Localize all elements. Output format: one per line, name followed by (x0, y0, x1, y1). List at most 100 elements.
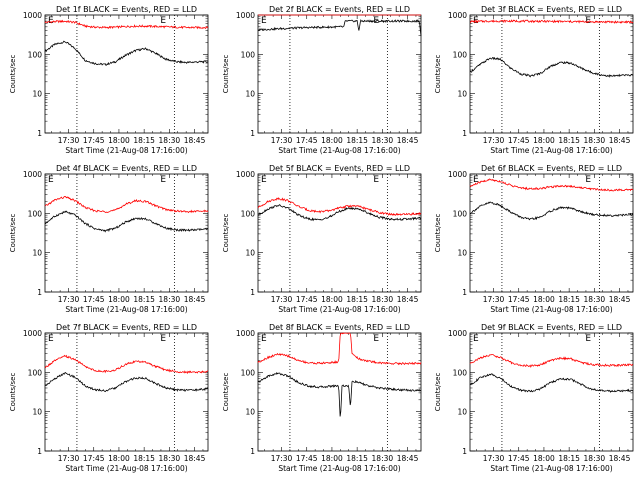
detector-panel: Det 2f BLACK = Events, RED = LLD 1 10 100 10… (222, 5, 422, 155)
y-tick-label: 1 (37, 288, 42, 297)
e-marker-label: E (585, 16, 591, 26)
x-tick-label: 18:45 (184, 454, 206, 463)
x-tick-label: 18:15 (346, 136, 368, 145)
e-marker-label: E (261, 334, 267, 344)
x-tick-label: 18:00 (108, 136, 130, 145)
x-tick-label: 18:30 (584, 454, 606, 463)
x-tick-label: 17:45 (83, 295, 105, 304)
y-tick-label: 10 (457, 249, 467, 258)
y-tick-label: 10 (32, 408, 42, 417)
events-series-line (44, 372, 209, 393)
y-tick-label: 1000 (23, 329, 42, 338)
plot-frame (469, 332, 634, 452)
detector-panel: Det 1f BLACK = Events, RED = LLD 1 10 100 10… (9, 5, 209, 155)
x-tick-label: 17:45 (508, 295, 530, 304)
x-tick-label: 18:00 (533, 454, 555, 463)
panel-title: Det 7f BLACK = Events, RED = LLD (56, 323, 197, 332)
e-marker-label: E (261, 175, 267, 185)
panel-title: Det 8f BLACK = Events, RED = LLD (269, 323, 410, 332)
x-tick-label: 18:45 (184, 136, 206, 145)
x-tick-label: 17:30 (58, 136, 80, 145)
x-tick-label: 17:45 (83, 454, 105, 463)
y-axis-label: Counts/sec (434, 214, 442, 253)
y-tick-label: 1000 (448, 170, 467, 179)
x-tick-label: 17:45 (83, 136, 105, 145)
plot-frame (44, 173, 209, 293)
e-marker-label: E (585, 175, 591, 185)
events-series-line (469, 373, 634, 393)
events-series-line (44, 210, 209, 233)
x-tick-label: 18:00 (108, 454, 130, 463)
lld-series-line (469, 178, 634, 192)
y-axis-label: Counts/sec (434, 373, 442, 412)
y-tick-label: 1000 (236, 329, 255, 338)
detector-panel: Det 5f BLACK = Events, RED = LLD 1 10 100 10… (222, 164, 422, 314)
y-tick-label: 100 (241, 209, 256, 218)
y-axis-label: Counts/sec (434, 55, 442, 94)
lld-series-line (470, 19, 634, 24)
e-marker-label: E (160, 16, 166, 26)
e-marker-label: E (473, 175, 479, 185)
e-marker-label: E (160, 334, 166, 344)
x-tick-label: 18:00 (533, 136, 555, 145)
panel-title: Det 9f BLACK = Events, RED = LLD (481, 323, 622, 332)
y-tick-label: 100 (453, 209, 468, 218)
e-marker-label: E (473, 334, 479, 344)
x-tick-label: 18:15 (133, 454, 155, 463)
x-tick-label: 17:45 (296, 136, 318, 145)
e-marker-label: E (48, 175, 54, 185)
e-marker-label: E (48, 16, 54, 26)
y-tick-label: 100 (241, 368, 256, 377)
y-axis-label: Counts/sec (222, 373, 230, 412)
x-tick-label: 18:15 (346, 295, 368, 304)
y-tick-label: 1000 (236, 170, 255, 179)
x-axis-label: Start Time (21-Aug-08 17:16:00) (278, 305, 400, 314)
plot-frame (257, 332, 422, 452)
y-tick-label: 100 (241, 50, 256, 59)
y-axis-label: Counts/sec (9, 214, 17, 253)
x-tick-label: 18:30 (159, 454, 181, 463)
plot-frame (44, 332, 209, 452)
x-axis-label: Start Time (21-Aug-08 17:16:00) (65, 305, 187, 314)
x-tick-label: 18:30 (372, 454, 394, 463)
lld-series-line (257, 197, 422, 216)
e-marker-label: E (261, 16, 267, 26)
y-tick-label: 100 (453, 50, 468, 59)
y-axis-label: Counts/sec (9, 373, 17, 412)
x-tick-label: 17:30 (483, 295, 505, 304)
e-marker-label: E (160, 175, 166, 185)
events-series-line (258, 204, 422, 222)
y-tick-label: 10 (32, 249, 42, 258)
x-tick-label: 18:45 (397, 295, 419, 304)
x-tick-label: 18:45 (609, 454, 631, 463)
x-tick-label: 17:45 (508, 454, 530, 463)
y-tick-label: 1 (250, 447, 255, 456)
detector-panel: Det 9f BLACK = Events, RED = LLD 1 10 100 10… (434, 323, 634, 473)
y-tick-label: 100 (28, 209, 43, 218)
x-tick-label: 17:30 (271, 136, 293, 145)
y-tick-label: 1 (250, 129, 255, 138)
x-tick-label: 18:30 (372, 295, 394, 304)
x-tick-label: 18:00 (321, 454, 343, 463)
x-tick-label: 18:00 (108, 295, 130, 304)
x-tick-label: 18:15 (558, 454, 580, 463)
x-tick-label: 18:45 (609, 295, 631, 304)
x-tick-label: 18:00 (321, 136, 343, 145)
events-series-line (44, 40, 209, 66)
x-tick-label: 18:30 (584, 295, 606, 304)
y-axis-label: Counts/sec (222, 55, 230, 94)
x-tick-label: 18:45 (184, 295, 206, 304)
events-series-line (469, 56, 634, 78)
x-tick-label: 18:00 (533, 295, 555, 304)
x-axis-label: Start Time (21-Aug-08 17:16:00) (490, 305, 612, 314)
x-axis-label: Start Time (21-Aug-08 17:16:00) (490, 464, 612, 473)
x-tick-label: 18:30 (159, 295, 181, 304)
panel-title: Det 4f BLACK = Events, RED = LLD (56, 164, 197, 173)
panel-title: Det 5f BLACK = Events, RED = LLD (269, 164, 410, 173)
e-marker-label: E (585, 334, 591, 344)
y-tick-label: 10 (457, 408, 467, 417)
y-tick-label: 1 (37, 447, 42, 456)
y-tick-label: 1 (250, 288, 255, 297)
detector-panel: Det 6f BLACK = Events, RED = LLD 1 10 100 10… (434, 164, 634, 314)
